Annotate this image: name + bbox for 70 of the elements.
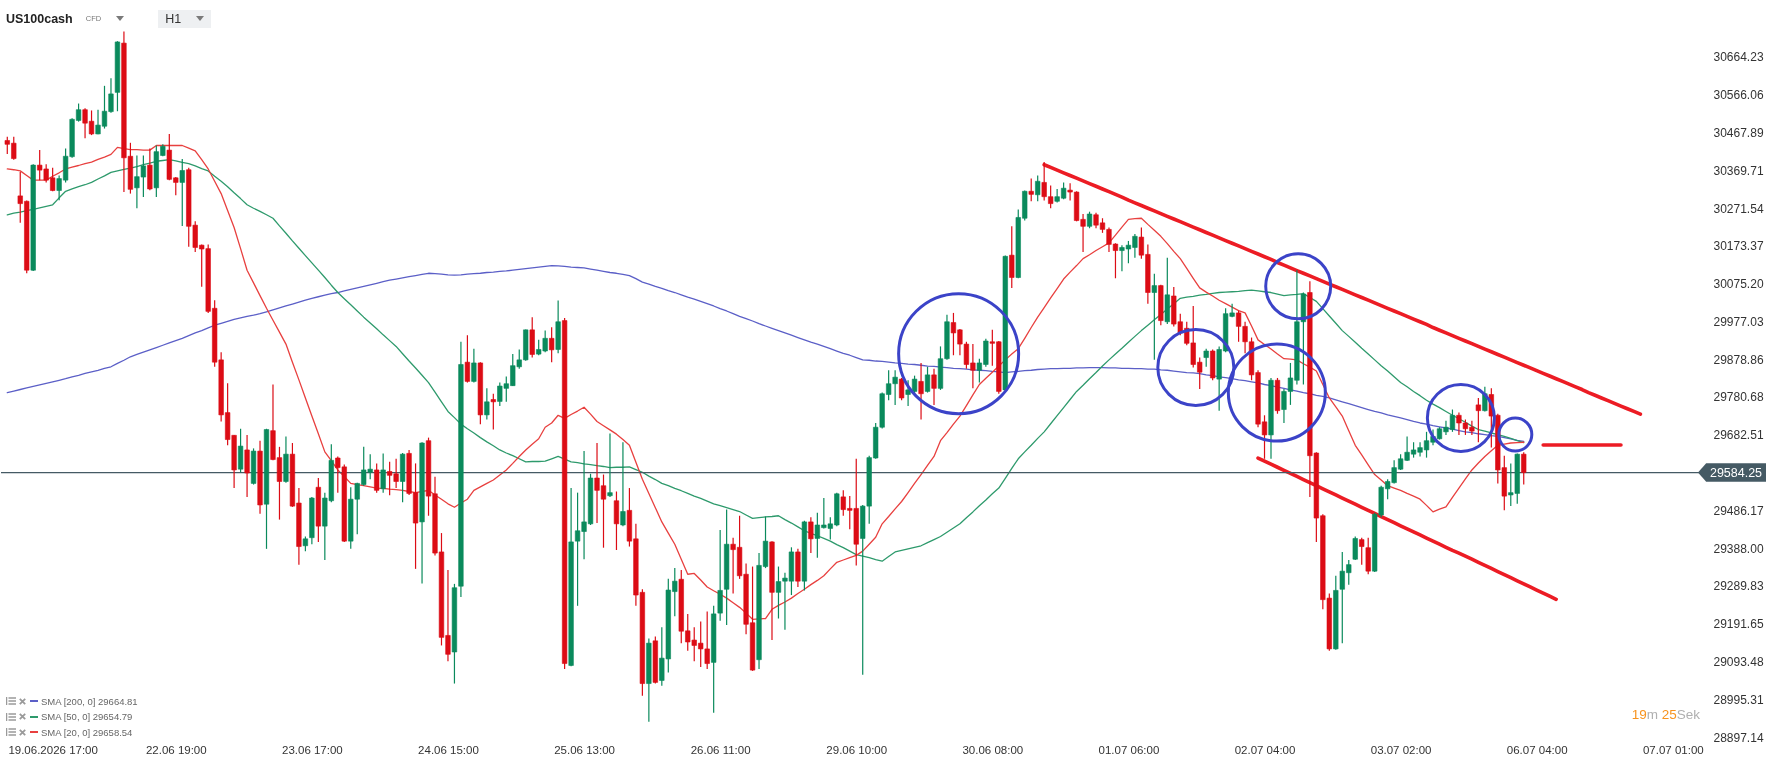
- x-tick-label: 25.06 13:00: [554, 743, 615, 756]
- candlestick: [179, 158, 185, 227]
- line-series: [1042, 162, 1643, 416]
- candlestick: [484, 387, 490, 421]
- line-series: [6, 264, 1525, 443]
- y-tick-label: 30664.23: [1713, 50, 1764, 65]
- candlestick: [924, 366, 931, 394]
- y-tick-label: 29878.86: [1713, 352, 1764, 367]
- candlestick: [549, 326, 555, 363]
- candlestick: [1035, 174, 1041, 202]
- x-tick-label: 01.07 06:00: [1098, 743, 1160, 756]
- y-tick-label: 29191.65: [1713, 617, 1764, 632]
- candlestick: [471, 348, 477, 384]
- candlestick: [380, 452, 386, 494]
- candlestick: [918, 362, 924, 421]
- candlestick: [490, 393, 496, 431]
- candlestick: [1475, 397, 1481, 443]
- x-tick-label: 29.06 10:00: [826, 743, 888, 756]
- candlestick: [237, 428, 244, 473]
- candlestick: [244, 434, 250, 498]
- candlestick: [1203, 348, 1209, 368]
- legend-label: SMA [200, 0] 29664.81: [41, 695, 138, 707]
- x-tick-label: 23.06 17:00: [281, 743, 343, 756]
- candlestick: [931, 368, 937, 406]
- candlestick: [1009, 225, 1015, 289]
- x-tick-label: 02.07 04:00: [1234, 743, 1296, 756]
- legend-label: SMA [20, 0] 29658.54: [41, 726, 133, 738]
- x-tick-label: 26.06 11:00: [690, 743, 751, 756]
- candlestick: [1028, 177, 1034, 202]
- y-tick-label: 29780.68: [1713, 390, 1764, 405]
- y-tick-label: 29388.00: [1713, 541, 1764, 556]
- y-tick-label: 29093.48: [1713, 654, 1764, 669]
- candlestick: [620, 441, 626, 527]
- legend-label: SMA [50, 0] 29654.79: [41, 711, 133, 723]
- y-tick-label: 29486.17: [1713, 503, 1764, 518]
- text: US100cash: [6, 11, 73, 26]
- y-tick-label: 28897.14: [1713, 730, 1764, 745]
- candlestick: [1521, 451, 1527, 486]
- candlestick: [1365, 537, 1371, 575]
- x-tick-label: 06.07 04:00: [1506, 743, 1568, 756]
- x-tick-label: 07.07 01:00: [1642, 743, 1704, 756]
- y-tick-label: 28995.31: [1713, 692, 1764, 707]
- ref-line-label: 29584.25: [1709, 465, 1763, 480]
- line-series: [1256, 456, 1558, 602]
- y-tick-label: 30467.89: [1713, 125, 1764, 140]
- y-tick-label: 29289.83: [1713, 579, 1764, 594]
- candlestick: [464, 334, 471, 384]
- annotation: 19m 25Sek: [1631, 707, 1700, 722]
- y-tick-label: 29682.51: [1713, 428, 1764, 443]
- x-tick-label: 03.07 02:00: [1370, 743, 1432, 756]
- annotation: H1: [165, 11, 182, 26]
- candlestick: [1151, 273, 1157, 361]
- x-tick-label: 19.06.2026 17:00: [8, 743, 98, 756]
- candlestick: [1359, 537, 1365, 566]
- y-tick-label: 30173.37: [1713, 239, 1764, 254]
- y-tick-label: 30369.71: [1713, 163, 1764, 178]
- x-tick-label: 30.06 08:00: [962, 743, 1024, 756]
- candlestick: [905, 379, 911, 407]
- candlestick: [147, 147, 153, 191]
- candlestick: [613, 490, 620, 551]
- x-tick-label: 22.06 19:00: [145, 743, 207, 756]
- candlestick: [374, 462, 380, 494]
- candlestick: [808, 516, 814, 554]
- y-tick-label: 30075.20: [1713, 277, 1764, 292]
- x-tick-label: 24.06 15:00: [418, 743, 479, 756]
- candlestick: [607, 432, 613, 498]
- line-series: [6, 144, 1525, 620]
- y-tick-label: 30271.54: [1713, 201, 1764, 216]
- y-tick-label: 29977.03: [1713, 314, 1764, 329]
- y-tick-label: 30566.06: [1713, 88, 1764, 103]
